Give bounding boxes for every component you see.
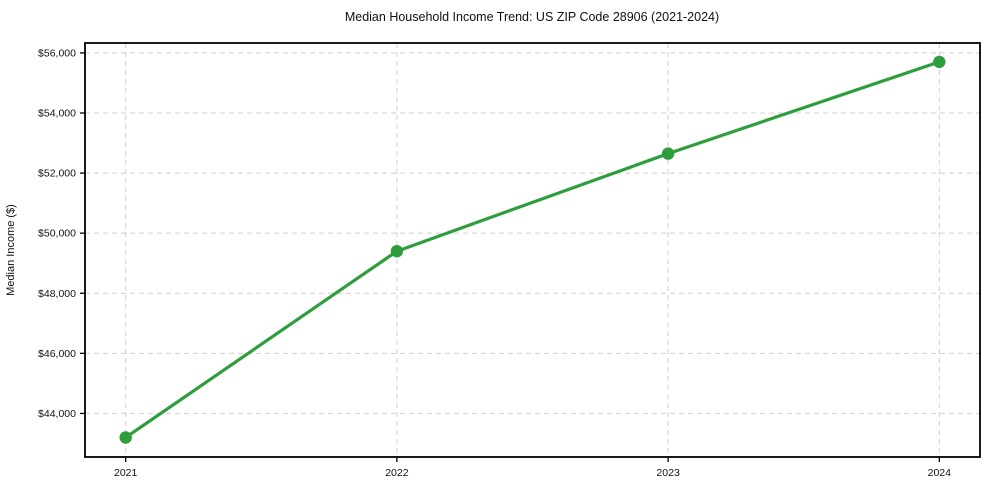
chart-title: Median Household Income Trend: US ZIP Co…	[345, 10, 719, 24]
plot-frame	[84, 42, 981, 458]
y-tick-label: $50,000	[38, 228, 76, 240]
gridlines	[85, 43, 980, 457]
y-tick-label: $52,000	[38, 168, 76, 180]
y-axis-label: Median Income ($)	[5, 204, 17, 296]
income-trend-line	[124, 60, 941, 440]
y-tick-label: $56,000	[38, 47, 76, 59]
income-data-points	[119, 55, 946, 444]
data-point-marker	[390, 245, 404, 258]
x-tick-labels: 2021 2022 2023 2024	[114, 467, 951, 479]
x-tick-label: 2024	[928, 467, 952, 479]
data-point-marker	[933, 55, 946, 69]
y-tick-label: $46,000	[38, 348, 76, 360]
tick-marks	[80, 52, 940, 462]
x-tick-label: 2021	[114, 467, 138, 479]
y-tick-labels: $44,000 $46,000 $48,000 $50,000 $52,000 $54,0…	[38, 47, 76, 420]
x-tick-label: 2023	[656, 467, 680, 479]
x-tick-label: 2022	[385, 467, 409, 479]
y-tick-label: $48,000	[38, 288, 76, 300]
y-tick-label: $54,000	[38, 108, 76, 120]
data-point-marker	[661, 147, 675, 160]
y-tick-label: $44,000	[38, 408, 76, 420]
data-point-marker	[119, 431, 132, 444]
